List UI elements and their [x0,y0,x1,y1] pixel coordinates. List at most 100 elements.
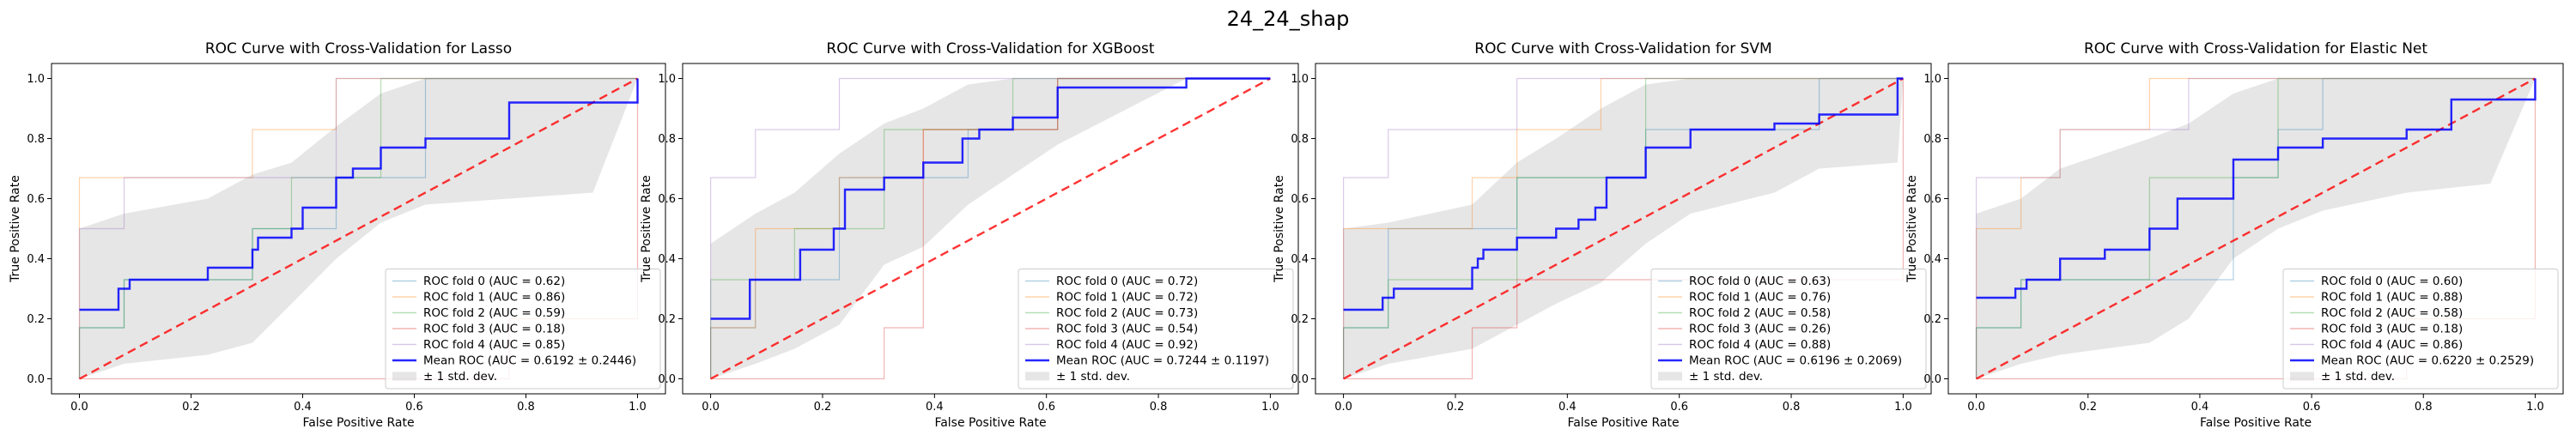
y-tick-label: 1.0 [27,73,45,86]
chance-line [78,77,639,380]
x-tick-label: 0.6 [2303,401,2321,414]
legend-entry-mean: Mean ROC (AUC = 0.6196 ± 0.2069) [1689,354,1902,368]
fold-curve-2 [709,77,1271,379]
legend-box [1650,269,1927,390]
x-tick-label: 0.2 [182,401,200,414]
fold-curve-1 [1975,77,2536,379]
fold-curve-2 [1342,77,1904,379]
axes-frame [51,63,666,395]
y-tick-label: 0.8 [1291,133,1309,146]
legend-swatch-band [392,372,416,381]
legend: ROC fold 0 (AUC = 0.72) ROC fold 1 (AUC =… [1018,269,1294,390]
fold-curve-4 [709,77,1271,379]
y-tick-label: 0.0 [1291,373,1309,386]
chance-line [1343,77,1904,380]
y-tick-label: 0.6 [658,193,676,206]
chart-title: ROC Curve with Cross-Validation for Elas… [2084,40,2427,57]
y-tick-label: 0.6 [1923,193,1941,206]
x-axis-label: False Positive Rate [302,416,414,429]
x-tick-label: 0.0 [1334,401,1352,414]
x-tick-label: 0.6 [1037,401,1055,414]
y-tick-label: 1.0 [658,73,676,86]
y-axis-label: True Positive Rate [1905,175,1919,283]
legend-swatch-band [1025,372,1049,381]
legend-entry: ROC fold 0 (AUC = 0.72) [1056,275,1198,288]
chart-panel-1: ROC Curve with Cross-Validation for XGBo… [640,40,1299,429]
legend-entry-mean: Mean ROC (AUC = 0.6220 ± 0.2529) [2321,354,2534,368]
y-tick-label: 1.0 [1923,73,1941,86]
y-tick-label: 0.6 [27,193,45,206]
x-axis-label: False Positive Rate [1567,416,1679,429]
chart-title: ROC Curve with Cross-Validation for SVM [1474,40,1771,57]
mean-roc-curve [1343,77,1904,311]
fold-curve-2 [1975,77,2536,379]
x-tick-label: 0.2 [1447,401,1465,414]
legend: ROC fold 0 (AUC = 0.63) ROC fold 1 (AUC =… [1650,269,1927,390]
legend-entry: ROC fold 3 (AUC = 0.26) [1689,323,1831,336]
y-tick-label: 1.0 [1291,73,1309,86]
x-tick-label: 0.8 [517,401,535,414]
x-tick-label: 1.0 [629,401,647,414]
y-tick-label: 0.8 [658,133,676,146]
fold-curve-4 [1975,77,2536,379]
chart-title: ROC Curve with Cross-Validation for XGBo… [826,40,1155,57]
y-tick-label: 0.0 [658,373,676,386]
x-tick-label: 0.0 [702,401,720,414]
x-tick-label: 0.4 [1558,401,1577,414]
y-tick-label: 0.2 [1923,313,1941,326]
x-tick-label: 0.4 [2191,401,2209,414]
legend-entry: ROC fold 0 (AUC = 0.63) [1689,275,1831,288]
legend-entry: ROC fold 2 (AUC = 0.73) [1056,306,1198,320]
x-tick-label: 0.8 [1150,401,1168,414]
fold-curve-4 [78,77,638,379]
chart-panel-3: ROC Curve with Cross-Validation for Elas… [1905,40,2564,429]
legend-box [385,269,661,390]
legend-entry: ROC fold 1 (AUC = 0.86) [423,291,565,305]
y-tick-label: 0.6 [1291,193,1309,206]
legend-entry: ROC fold 1 (AUC = 0.76) [1689,291,1831,305]
y-tick-label: 0.2 [1291,313,1309,326]
mean-roc-curve [1976,78,2537,299]
legend-entry-band: ± 1 std. dev. [423,370,497,384]
x-tick-label: 1.0 [2526,401,2544,414]
legend-entry: ROC fold 4 (AUC = 0.86) [2321,338,2463,352]
legend-entry: ROC fold 4 (AUC = 0.88) [1689,338,1831,352]
axes-frame [682,63,1299,395]
legend-entry-mean: Mean ROC (AUC = 0.6192 ± 0.2446) [423,354,636,368]
x-tick-label: 1.0 [1894,401,1912,414]
y-tick-label: 0.4 [1923,253,1941,266]
y-axis-label: True Positive Rate [640,175,653,283]
x-tick-label: 0.6 [1670,401,1688,414]
x-tick-label: 0.0 [1967,401,1985,414]
legend-entry: ROC fold 2 (AUC = 0.58) [2321,306,2463,320]
legend-box [1018,269,1294,390]
legend-entry: ROC fold 3 (AUC = 0.54) [1056,323,1198,336]
fold-curve-4 [1342,77,1904,379]
x-tick-label: 0.2 [814,401,832,414]
legend: ROC fold 0 (AUC = 0.62) ROC fold 1 (AUC =… [385,269,661,390]
x-tick-label: 1.0 [1261,401,1279,414]
fold-curve-1 [1342,77,1904,379]
y-tick-label: 0.8 [27,133,45,146]
legend-entry-band: ± 1 std. dev. [1056,370,1130,384]
y-tick-label: 0.0 [27,373,45,386]
x-axis-label: False Positive Rate [934,416,1046,429]
legend-swatch-band [2290,372,2314,381]
y-tick-label: 0.0 [1923,373,1941,386]
chance-line [710,77,1271,380]
fold-curve-2 [78,77,638,379]
legend-entry: ROC fold 2 (AUC = 0.58) [1689,306,1831,320]
axes-frame [1947,63,2564,395]
legend-entry: ROC fold 2 (AUC = 0.59) [423,306,565,320]
x-tick-label: 0.4 [926,401,944,414]
legend: ROC fold 0 (AUC = 0.60) ROC fold 1 (AUC =… [2282,269,2559,390]
x-tick-label: 0.4 [294,401,312,414]
x-tick-label: 0.6 [405,401,423,414]
fold-curve-1 [78,77,638,379]
chart-title: ROC Curve with Cross-Validation for Lass… [205,40,512,57]
legend-entry: ROC fold 0 (AUC = 0.62) [423,275,565,288]
legend-entry: ROC fold 4 (AUC = 0.92) [1056,338,1198,352]
legend-entry: ROC fold 1 (AUC = 0.72) [1056,291,1198,305]
legend-entry: ROC fold 3 (AUC = 0.18) [423,323,565,336]
